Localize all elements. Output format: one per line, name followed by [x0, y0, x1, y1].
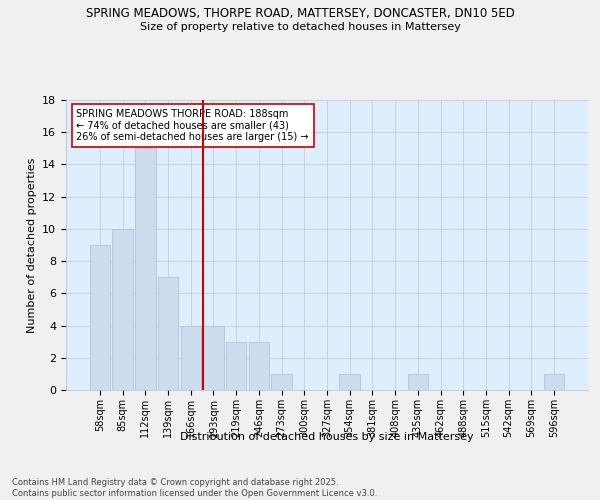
Bar [248, 342, 269, 390]
Bar [226, 342, 247, 390]
Bar [544, 374, 564, 390]
Text: SPRING MEADOWS THORPE ROAD: 188sqm
← 74% of detached houses are smaller (43)
26%: SPRING MEADOWS THORPE ROAD: 188sqm ← 74%… [76, 108, 309, 142]
Text: Distribution of detached houses by size in Mattersey: Distribution of detached houses by size … [180, 432, 474, 442]
Bar [112, 229, 133, 390]
Bar [407, 374, 428, 390]
Bar [135, 148, 155, 390]
Text: Contains HM Land Registry data © Crown copyright and database right 2025.
Contai: Contains HM Land Registry data © Crown c… [12, 478, 377, 498]
Text: SPRING MEADOWS, THORPE ROAD, MATTERSEY, DONCASTER, DN10 5ED: SPRING MEADOWS, THORPE ROAD, MATTERSEY, … [86, 8, 514, 20]
Bar [203, 326, 224, 390]
Bar [181, 326, 201, 390]
Text: Size of property relative to detached houses in Mattersey: Size of property relative to detached ho… [140, 22, 460, 32]
Bar [158, 277, 178, 390]
Y-axis label: Number of detached properties: Number of detached properties [26, 158, 37, 332]
Bar [340, 374, 360, 390]
Bar [271, 374, 292, 390]
Bar [90, 245, 110, 390]
